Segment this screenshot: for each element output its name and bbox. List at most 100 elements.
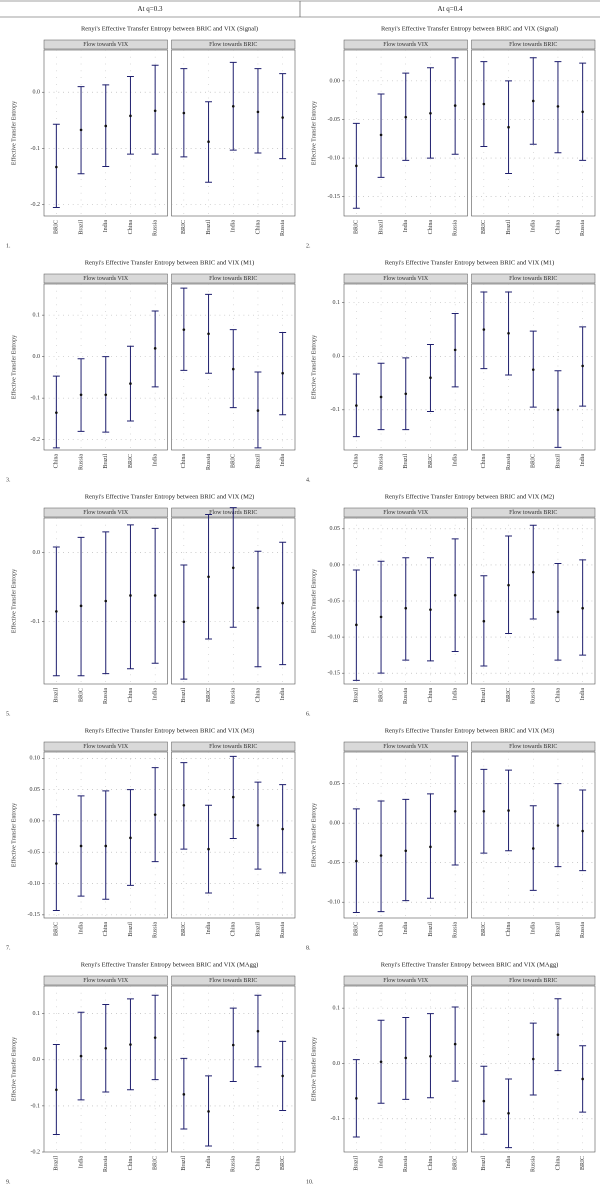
x-tick-label: Russia (280, 922, 286, 938)
header-right: At q=0.4 (438, 5, 463, 13)
point (104, 599, 108, 603)
x-tick-label: Brazil (103, 454, 109, 469)
x-tick-label: Brazil (555, 454, 561, 469)
point (404, 1056, 408, 1060)
point (556, 408, 560, 412)
strip-label: Flow towards VIX (83, 42, 129, 48)
strip-label: Flow towards VIX (83, 978, 129, 984)
x-tick-label: BRIC (78, 688, 84, 702)
x-tick-label: Russia (403, 1156, 409, 1172)
panel-number: 10. (306, 1179, 314, 1185)
y-tick-label: -0.05 (28, 850, 41, 856)
x-tick-label: Brazil (181, 688, 187, 703)
point (207, 140, 210, 144)
x-tick-label: Brazil (54, 1156, 60, 1171)
x-tick-label: Russia (280, 220, 286, 236)
panel-number: 6. (306, 711, 311, 717)
point (231, 1043, 235, 1047)
x-tick-label: Russia (78, 454, 84, 470)
point (581, 606, 584, 610)
y-tick-label: -0.1 (31, 396, 41, 402)
x-tick-label: China (255, 688, 261, 703)
x-tick-label: China (428, 220, 434, 235)
panel-number: 4. (306, 477, 311, 483)
y-axis-label: Effective Transfer Entropy (310, 1037, 317, 1101)
point (231, 367, 235, 371)
y-tick-label: -0.1 (31, 619, 41, 625)
x-tick-label: Russia (506, 454, 512, 470)
x-tick-label: Russia (453, 220, 459, 236)
x-tick-label: India (453, 688, 459, 701)
strip-label: Flow towards VIX (383, 510, 429, 516)
x-tick-label: Brazil (403, 454, 409, 469)
point (379, 854, 383, 857)
panel-number: 7. (6, 945, 11, 951)
point (355, 859, 358, 863)
x-tick-label: China (128, 1156, 134, 1171)
strip-label: Flow towards BRIC (509, 744, 557, 750)
point (256, 110, 260, 114)
strip-label: Flow towards BRIC (209, 42, 257, 48)
x-tick-label: BRIC (206, 688, 212, 702)
point (153, 813, 157, 816)
x-tick-label: BRIC (531, 454, 537, 468)
point (482, 1099, 486, 1103)
point (129, 1043, 132, 1046)
panel-number: 8. (306, 945, 311, 951)
y-tick-label: -0.1 (331, 1116, 341, 1122)
panel-number: 3. (6, 477, 11, 483)
x-tick-label: Brazil (54, 688, 60, 703)
point (531, 570, 535, 574)
y-tick-label: -0.1 (331, 407, 341, 413)
x-tick-label: India (531, 922, 537, 935)
y-axis-label: Effective Transfer Entropy (10, 1037, 17, 1101)
point (256, 409, 260, 412)
y-tick-label: -0.1 (31, 146, 41, 152)
point (153, 347, 157, 350)
x-tick-label: Brazil (378, 220, 384, 235)
strip (43, 741, 168, 752)
strip (471, 39, 596, 50)
point (207, 332, 210, 336)
point (256, 606, 260, 610)
point (507, 583, 510, 587)
x-tick-label: China (128, 688, 134, 703)
y-axis-label: Effective Transfer Entropy (10, 101, 17, 165)
x-tick-label: Russia (531, 1156, 537, 1172)
y-tick-label: 0.10 (30, 756, 41, 762)
x-tick-label: BRIC (54, 220, 60, 234)
point (129, 836, 132, 840)
chart-title: Renyi's Effective Transfer Entropy betwe… (81, 961, 258, 968)
x-tick-label: Russia (453, 922, 459, 938)
point (281, 827, 284, 831)
panel-number: 5. (6, 711, 11, 717)
point (379, 395, 383, 399)
x-tick-label: Brazil (255, 922, 261, 937)
x-tick-label: BRIC (354, 922, 360, 936)
x-tick-label: China (555, 1156, 561, 1171)
point (507, 809, 510, 812)
x-tick-label: Russia (103, 1156, 109, 1172)
point (182, 1093, 186, 1096)
strip-label: Flow towards BRIC (209, 276, 257, 282)
point (79, 128, 83, 132)
x-tick-label: BRIC (453, 1156, 459, 1170)
point (429, 112, 432, 115)
point (581, 1077, 584, 1081)
x-tick-label: Brazil (255, 454, 261, 469)
x-tick-label: India (280, 454, 286, 467)
x-tick-label: Brazil (428, 922, 434, 937)
point (429, 608, 432, 611)
x-tick-label: Brazil (481, 688, 487, 703)
point (404, 849, 408, 853)
strip (171, 273, 296, 284)
x-tick-label: BRIC (181, 922, 187, 936)
point (207, 847, 210, 851)
strip (43, 507, 168, 518)
y-tick-label: 0.05 (330, 526, 341, 532)
point (482, 809, 486, 813)
y-tick-label: 0.0 (33, 1057, 41, 1063)
strip-label: Flow towards BRIC (509, 978, 557, 984)
x-tick-label: China (103, 922, 109, 937)
